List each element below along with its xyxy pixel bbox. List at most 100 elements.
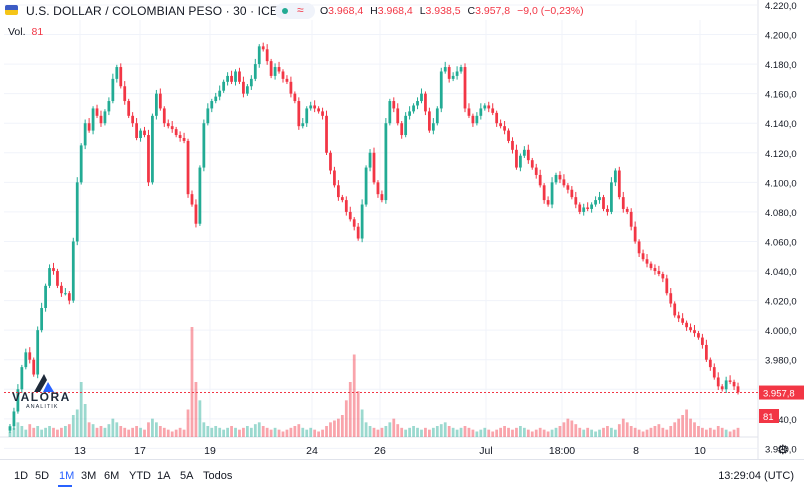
volume-bar — [71, 415, 75, 437]
low-value: 3.938,5 — [425, 5, 461, 17]
volume-bar — [242, 427, 245, 437]
candle-body — [277, 67, 281, 72]
symbol-title[interactable]: U.S. DOLLAR / COLOMBIAN PESO · 30 · ICE — [26, 4, 278, 18]
candle-body — [625, 208, 629, 212]
volume-bar — [198, 400, 202, 437]
candle-body — [8, 426, 12, 431]
candle-body — [127, 101, 131, 116]
volume-tag-bg — [759, 409, 779, 423]
candle-body — [602, 197, 605, 209]
volume-bar — [277, 429, 281, 437]
candle-body — [364, 167, 368, 205]
volume-bar — [693, 422, 696, 437]
candle-body — [63, 293, 67, 295]
price-tick-label: 4.000,0 — [765, 326, 797, 337]
volume-bar — [451, 427, 455, 437]
volume-bar — [574, 424, 578, 437]
range-ytd[interactable]: YTD — [129, 470, 151, 482]
volume-bar — [87, 422, 91, 437]
time-tick-label: 10 — [694, 445, 706, 457]
candle-body — [297, 101, 301, 127]
candle-body — [467, 108, 471, 116]
range-3m[interactable]: 3M — [81, 470, 97, 482]
volume-bar — [558, 426, 562, 437]
market-status-pill[interactable]: ≈ — [275, 3, 315, 19]
volume-bar — [261, 426, 265, 437]
range-1m[interactable]: 1M — [59, 470, 75, 482]
volume-legend[interactable]: Vol. 81 — [8, 26, 43, 38]
price-tick-label: 4.160,0 — [765, 90, 797, 101]
candle-body — [158, 93, 162, 109]
candle-body — [550, 182, 554, 205]
volume-bar — [649, 427, 653, 437]
candle-body — [111, 78, 115, 102]
candle-body — [206, 108, 210, 124]
volume-bar — [554, 427, 558, 437]
candle-body — [329, 152, 332, 171]
volume-bar — [16, 422, 20, 437]
bottom-divider — [0, 459, 804, 460]
volume-bar — [238, 429, 241, 437]
volume-bar — [455, 429, 459, 437]
current-price-tag: 3.957,8 — [763, 389, 795, 400]
volume-bar — [443, 422, 447, 437]
price-tick-label: 4.100,0 — [765, 178, 797, 189]
volume-bar — [115, 422, 119, 437]
volume-bar — [348, 382, 352, 437]
currency-flag-icon — [5, 5, 18, 15]
volume-bar — [724, 429, 728, 437]
volume-bar — [265, 427, 269, 437]
range-todos[interactable]: Todos — [203, 470, 233, 482]
price-tick-label: 4.040,0 — [765, 267, 797, 278]
range-5d[interactable]: 5D — [35, 470, 50, 482]
volume-bar — [360, 409, 364, 437]
volume-bar — [459, 427, 463, 437]
candle-body — [471, 115, 475, 124]
volume-bar — [495, 429, 499, 437]
candle-body — [420, 93, 423, 102]
time-tick-label: Jul — [479, 445, 492, 457]
volume-bar — [301, 427, 305, 437]
candle-body — [71, 241, 75, 301]
candle-body — [503, 126, 506, 131]
range-5a[interactable]: 5A — [180, 470, 194, 482]
volume-bar — [534, 429, 538, 437]
candle-body — [166, 123, 170, 127]
candle-body — [202, 123, 206, 168]
change-value: −9,0 (−0,23%) — [517, 5, 584, 17]
settings-gear-icon[interactable]: ⚙ — [777, 442, 789, 457]
candle-body — [443, 67, 447, 72]
volume-bar — [44, 427, 47, 437]
candle-body — [40, 307, 44, 331]
candle-body — [428, 111, 431, 131]
candle-body — [590, 204, 594, 209]
candle-body — [712, 367, 716, 378]
candle-body — [269, 61, 273, 76]
candle-body — [621, 197, 625, 209]
volume-bar — [257, 422, 261, 437]
range-6m[interactable]: 6M — [104, 470, 120, 482]
candle-body — [629, 211, 633, 227]
candle-body — [728, 380, 732, 382]
volume-bar — [447, 426, 451, 437]
candle-body — [578, 204, 582, 212]
candle-body — [657, 271, 661, 274]
time-tick-label: 18:00 — [549, 445, 575, 457]
volume-bar — [103, 427, 107, 437]
volume-bar — [174, 429, 178, 437]
candle-body — [511, 140, 514, 150]
volume-bar — [613, 429, 617, 437]
candle-body — [368, 152, 372, 168]
candle-body — [301, 123, 305, 127]
candle-body — [661, 273, 665, 279]
candle-body — [396, 108, 400, 124]
range-1a[interactable]: 1A — [157, 470, 171, 482]
price-tick-label: 4.080,0 — [765, 208, 797, 219]
range-1d[interactable]: 1D — [14, 470, 29, 482]
candle-body — [538, 174, 542, 186]
volume-bar — [317, 431, 320, 437]
candle-body — [293, 93, 297, 102]
candle-body — [289, 81, 293, 94]
candle-body — [91, 108, 95, 131]
